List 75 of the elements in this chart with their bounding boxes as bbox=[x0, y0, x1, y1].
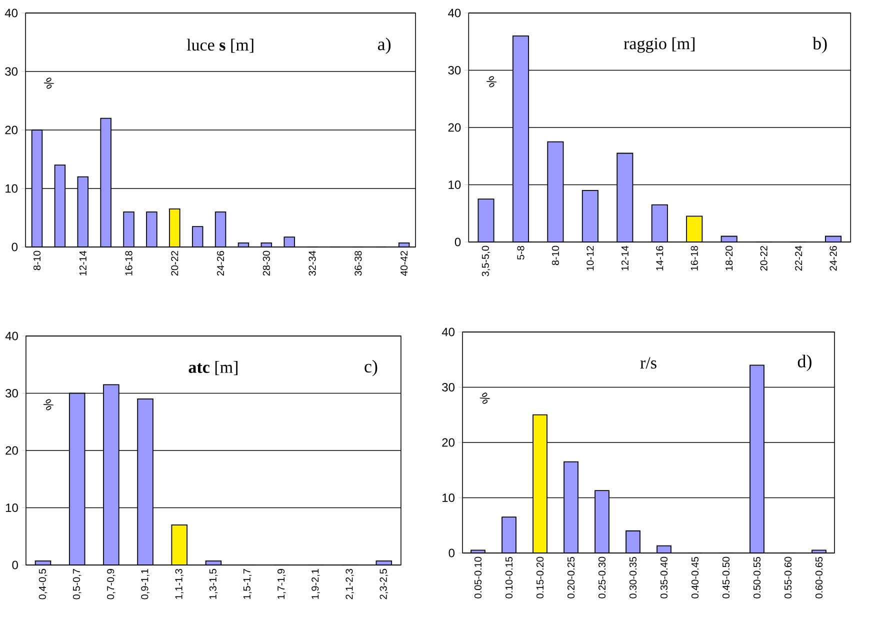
x-tick-label: 1,5-1,7 bbox=[243, 569, 252, 599]
x-tick-label: 0.55-0.60 bbox=[784, 556, 792, 598]
x-tick-label: 0.10-0.15 bbox=[505, 556, 513, 598]
x-tick-label: 32-34 bbox=[308, 250, 316, 276]
x-tick-label: 36-38 bbox=[354, 250, 362, 276]
x-tick-label: 1,9-2,1 bbox=[312, 569, 320, 599]
x-tick-label: 0,4-0,5 bbox=[38, 568, 48, 600]
y-axis-title: % bbox=[43, 399, 54, 410]
x-tick-label: 18-20 bbox=[726, 246, 733, 270]
x-tick-label: 12-14 bbox=[621, 246, 628, 270]
y-tick-label: 40 bbox=[4, 8, 18, 18]
y-tick-label: 30 bbox=[442, 382, 455, 392]
x-tick-label: 1,1-1,3 bbox=[175, 568, 184, 599]
text: luce s [m] bbox=[186, 38, 254, 53]
x-tick-label: 10-12 bbox=[586, 246, 594, 270]
y-tick-label: 0 bbox=[12, 242, 18, 252]
y-tick-label: 40 bbox=[442, 328, 455, 336]
text: atc [m] bbox=[188, 361, 238, 376]
annotation: a) bbox=[378, 38, 391, 54]
y-tick-label: 0 bbox=[454, 238, 461, 246]
x-tick-label: 1,3-1,5 bbox=[209, 568, 218, 599]
y-tick-label: 40 bbox=[448, 8, 461, 18]
x-tick-label: 2,3-2,5 bbox=[380, 568, 388, 600]
y-tick-label: 10 bbox=[448, 180, 461, 189]
y-axis-title: % bbox=[480, 392, 490, 404]
text: r/s bbox=[640, 357, 656, 369]
x-tick-label: 22-24 bbox=[795, 246, 802, 271]
x-tick-label: 0.50-0.55 bbox=[753, 556, 761, 598]
x-tick-label: 2,1-2,3 bbox=[346, 568, 354, 600]
x-tick-label: 40-42 bbox=[400, 251, 408, 276]
x-tick-label: 5-8 bbox=[517, 246, 524, 260]
x-tick-label: 1,7-1,9 bbox=[278, 568, 286, 599]
y-tick-label: 10 bbox=[6, 503, 18, 512]
x-tick-label: 14-16 bbox=[656, 246, 664, 270]
annotation: c) bbox=[364, 360, 378, 376]
x-tick-label: 8-10 bbox=[33, 250, 41, 270]
x-tick-label: 0.60-0.65 bbox=[815, 556, 823, 598]
y-tick-label: 20 bbox=[5, 126, 18, 134]
x-tick-label: 0.15-0.20 bbox=[536, 556, 544, 598]
x-tick-label: 24-26 bbox=[217, 250, 224, 276]
x-tick-label: 0.40-0.45 bbox=[691, 556, 699, 598]
y-axis-title: % bbox=[44, 78, 54, 89]
y-tick-label: 40 bbox=[5, 332, 18, 340]
x-tick-label: 0.30-0.35 bbox=[629, 556, 637, 598]
y-axis-title: % bbox=[486, 76, 497, 88]
x-tick-label: 3,5-5,0 bbox=[482, 246, 490, 276]
x-tick-label: 0,7-0,9 bbox=[107, 568, 116, 600]
x-tick-label: 0.05-0.10 bbox=[474, 556, 482, 598]
y-tick-label: 20 bbox=[6, 446, 18, 455]
x-tick-label: 0.20-0.25 bbox=[567, 556, 575, 598]
x-tick-label: 8-10 bbox=[552, 246, 559, 266]
annotation: b) bbox=[812, 36, 827, 54]
x-tick-label: 0,9-1,1 bbox=[141, 569, 150, 600]
x-tick-label: 0.45-0.50 bbox=[722, 556, 730, 598]
x-tick-label: 20-22 bbox=[760, 246, 768, 271]
x-tick-label: 0.25-0.30 bbox=[598, 556, 606, 598]
y-tick-label: 0 bbox=[448, 548, 455, 558]
x-tick-label: 16-18 bbox=[690, 246, 698, 270]
text: raggio [m] bbox=[624, 37, 695, 53]
x-tick-label: 20-22 bbox=[171, 251, 178, 276]
y-tick-label: 30 bbox=[6, 388, 18, 398]
y-tick-label: 10 bbox=[6, 184, 18, 193]
y-tick-label: 30 bbox=[5, 67, 18, 76]
x-tick-label: 28-30 bbox=[262, 250, 270, 276]
y-tick-label: 0 bbox=[12, 560, 18, 570]
y-tick-label: 10 bbox=[442, 493, 455, 502]
y-tick-label: 20 bbox=[442, 438, 455, 447]
y-tick-label: 30 bbox=[448, 66, 461, 74]
annotation: d) bbox=[798, 354, 812, 372]
x-tick-label: 24-26 bbox=[830, 246, 837, 271]
x-tick-label: 16-18 bbox=[125, 250, 132, 276]
x-tick-label: 0,5-0,7 bbox=[72, 569, 82, 600]
y-tick-label: 20 bbox=[448, 123, 461, 132]
x-tick-label: 0.35-0.40 bbox=[660, 556, 668, 598]
x-tick-label: 12-14 bbox=[79, 250, 86, 276]
